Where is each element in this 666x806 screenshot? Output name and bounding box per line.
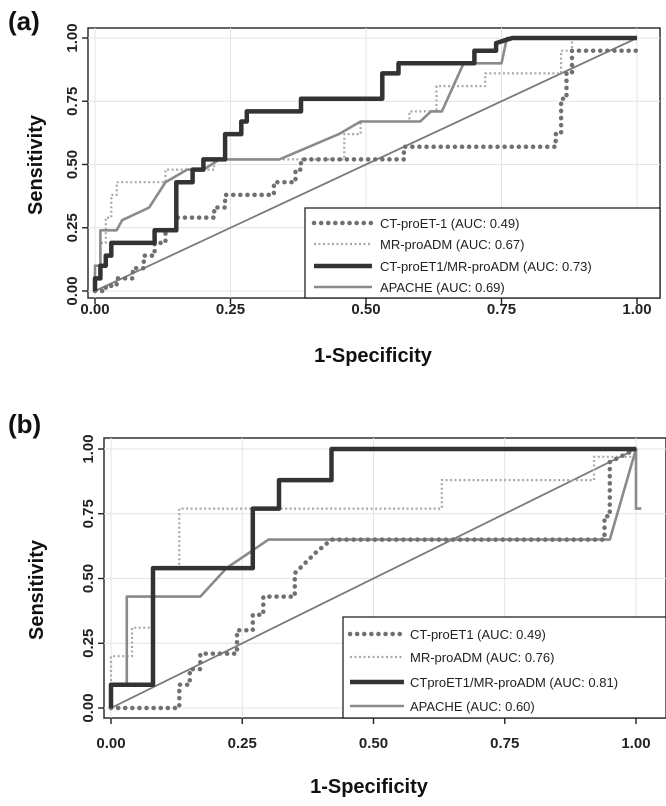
legend-box [342, 616, 666, 719]
legend-label: CT-proET1 (AUC: 0.49) [410, 627, 546, 642]
x-tick-label: 0.50 [351, 301, 380, 318]
x-tick-label: 0.00 [96, 735, 125, 752]
x-axis-title: 1-Specificity [310, 776, 429, 798]
y-tick-label: 1.00 [80, 434, 97, 463]
y-tick-label: 0.25 [80, 629, 97, 658]
legend-label: CT-proET1/MR-proADM (AUC: 0.73) [380, 259, 592, 274]
reference-diagonal-line [94, 37, 638, 292]
x-tick-label: 0.00 [80, 301, 109, 318]
x-tick-label: 0.75 [487, 301, 516, 318]
y-tick-label: 0.00 [64, 276, 81, 305]
panel-label: (b) [8, 409, 41, 439]
x-tick-label: 0.25 [216, 301, 245, 318]
y-tick-label: 0.75 [64, 87, 81, 116]
legend-label: MR-proADM (AUC: 0.67) [380, 237, 524, 252]
x-axis-title: 1-Specificity [314, 345, 433, 367]
y-tick-label: 0.00 [80, 693, 97, 722]
legend-label: CT-proET-1 (AUC: 0.49) [380, 216, 519, 231]
x-tick-label: 0.25 [228, 735, 257, 752]
y-tick-label: 0.50 [80, 564, 97, 593]
chart-panel-b: (b) 0.00 0.25 0.50 0.75 1.00 0.00 0.25 0.50 0.75 1… [8, 409, 666, 798]
x-tick-label: 1.00 [622, 301, 651, 318]
y-tick-label: 0.25 [64, 213, 81, 242]
legend-label: MR-proADM (AUC: 0.76) [410, 650, 554, 665]
roc-curve-series-1 [108, 446, 639, 711]
reference-diagonal-line [110, 448, 637, 709]
y-tick-label: 0.75 [80, 499, 97, 528]
x-tick-label: 0.50 [359, 735, 388, 752]
legend-label: CTproET1/MR-proADM (AUC: 0.81) [410, 675, 618, 690]
x-tick-label: 0.75 [490, 735, 519, 752]
y-tick-label: 0.50 [64, 150, 81, 179]
y-axis-title: Sensitivity [25, 114, 47, 215]
legend-label: APACHE (AUC: 0.69) [380, 280, 505, 295]
roc-curve-series-3 [92, 35, 637, 291]
y-axis-title: Sensitivity [26, 539, 48, 640]
y-tick-label: 1.00 [64, 23, 81, 52]
roc-curve-series-3 [108, 446, 636, 708]
roc-curve-series-1 [92, 48, 640, 294]
chart-panel-a: (a) 0.00 0.25 0.50 0.75 1.00 0.00 0.25 0.50 0.75 1… [8, 6, 661, 367]
panel-label: (a) [8, 6, 40, 36]
legend-label: APACHE (AUC: 0.60) [410, 699, 535, 714]
x-tick-label: 1.00 [621, 735, 650, 752]
